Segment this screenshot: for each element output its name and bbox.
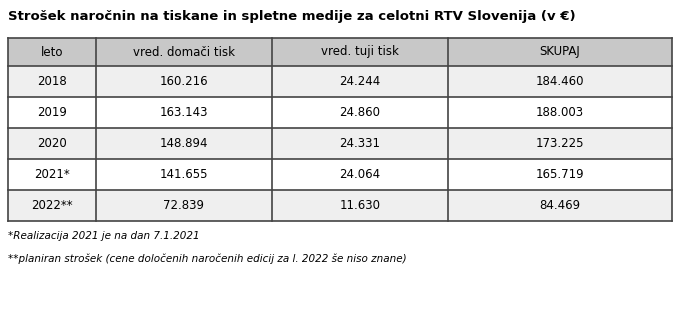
Bar [272,66,448,97]
Bar [272,38,448,66]
Text: Strošek naročnin na tiskane in spletne medije za celotni RTV Slovenija (v €): Strošek naročnin na tiskane in spletne m… [8,10,576,23]
Text: 24.064: 24.064 [339,168,381,181]
Bar [272,97,448,128]
Bar [96,38,272,66]
Bar [96,66,272,97]
Text: 24.244: 24.244 [339,75,381,88]
Bar [448,66,672,97]
Text: 11.630: 11.630 [339,199,381,212]
Bar [448,38,672,66]
Text: 173.225: 173.225 [536,137,584,150]
Text: 163.143: 163.143 [160,106,208,119]
Text: 160.216: 160.216 [160,75,208,88]
Text: 2019: 2019 [37,106,67,119]
Bar [8,190,96,221]
Bar [8,159,96,190]
Text: vred. tuji tisk: vred. tuji tisk [321,45,399,59]
Text: 148.894: 148.894 [160,137,208,150]
Bar [8,128,96,159]
Bar [448,128,672,159]
Text: 2021*: 2021* [34,168,70,181]
Bar [272,190,448,221]
Text: 84.469: 84.469 [539,199,581,212]
Text: 188.003: 188.003 [536,106,584,119]
Bar [8,66,96,97]
Text: *Realizacija 2021 je na dan 7.1.2021: *Realizacija 2021 je na dan 7.1.2021 [8,231,200,241]
Text: 2020: 2020 [37,137,67,150]
Bar [96,128,272,159]
Text: 141.655: 141.655 [160,168,208,181]
Text: leto: leto [41,45,63,59]
Text: 24.860: 24.860 [339,106,381,119]
Text: 165.719: 165.719 [536,168,584,181]
Text: 2018: 2018 [37,75,67,88]
Bar [448,190,672,221]
Bar [96,159,272,190]
Bar [8,38,96,66]
Text: SKUPAJ: SKUPAJ [540,45,580,59]
Text: 184.460: 184.460 [536,75,584,88]
Bar [8,97,96,128]
Bar [272,128,448,159]
Bar [96,97,272,128]
Bar [96,190,272,221]
Text: 24.331: 24.331 [339,137,381,150]
Bar [448,159,672,190]
Text: 2022**: 2022** [31,199,73,212]
Text: 72.839: 72.839 [163,199,205,212]
Text: **planiran strošek (cene določenih naročenih edicij za l. 2022 še niso znane): **planiran strošek (cene določenih naroč… [8,253,407,263]
Bar [448,97,672,128]
Text: vred. domači tisk: vred. domači tisk [133,45,235,59]
Bar [272,159,448,190]
